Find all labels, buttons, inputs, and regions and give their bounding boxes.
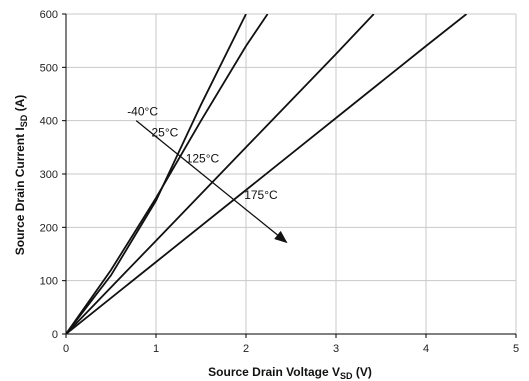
temperature-label-2: 125°C (186, 151, 220, 165)
series-lines (66, 14, 468, 334)
series-line-0 (66, 14, 247, 334)
series-line-2 (66, 14, 375, 334)
series-line-1 (66, 14, 269, 334)
temperature-label-3: 175°C (244, 188, 278, 202)
x-tick-label-1: 1 (153, 343, 159, 355)
x-tick-label-5: 5 (513, 343, 519, 355)
y-axis-title: Source Drain Current ISD (A) (13, 95, 29, 256)
x-tick-label-0: 0 (63, 343, 69, 355)
y-tick-label-2: 200 (40, 222, 58, 234)
y-tick-label-5: 500 (40, 62, 58, 74)
grid (65, 13, 517, 335)
temperature-trend-arrow (135, 120, 288, 244)
axes (62, 13, 517, 338)
y-tick-label-1: 100 (40, 276, 58, 288)
x-axis-title: Source Drain Voltage VSD (V) (208, 365, 372, 381)
y-tick-label-6: 600 (40, 9, 58, 21)
series-line-3 (66, 14, 468, 334)
tick-labels: 0 1 2 3 4 5 0 100 200 300 400 500 600 (40, 9, 519, 355)
x-tick-label-2: 2 (243, 343, 249, 355)
x-tick-label-3: 3 (333, 343, 339, 355)
x-tick-label-4: 4 (423, 343, 429, 355)
temperature-label-0: -40°C (127, 104, 158, 118)
y-tick-label-4: 400 (40, 116, 58, 128)
y-tick-label-3: 300 (40, 169, 58, 181)
annotations: -40°C 25°C 125°C 175°C (127, 104, 288, 244)
temperature-label-1: 25°C (152, 126, 179, 140)
y-tick-label-0: 0 (52, 329, 58, 341)
